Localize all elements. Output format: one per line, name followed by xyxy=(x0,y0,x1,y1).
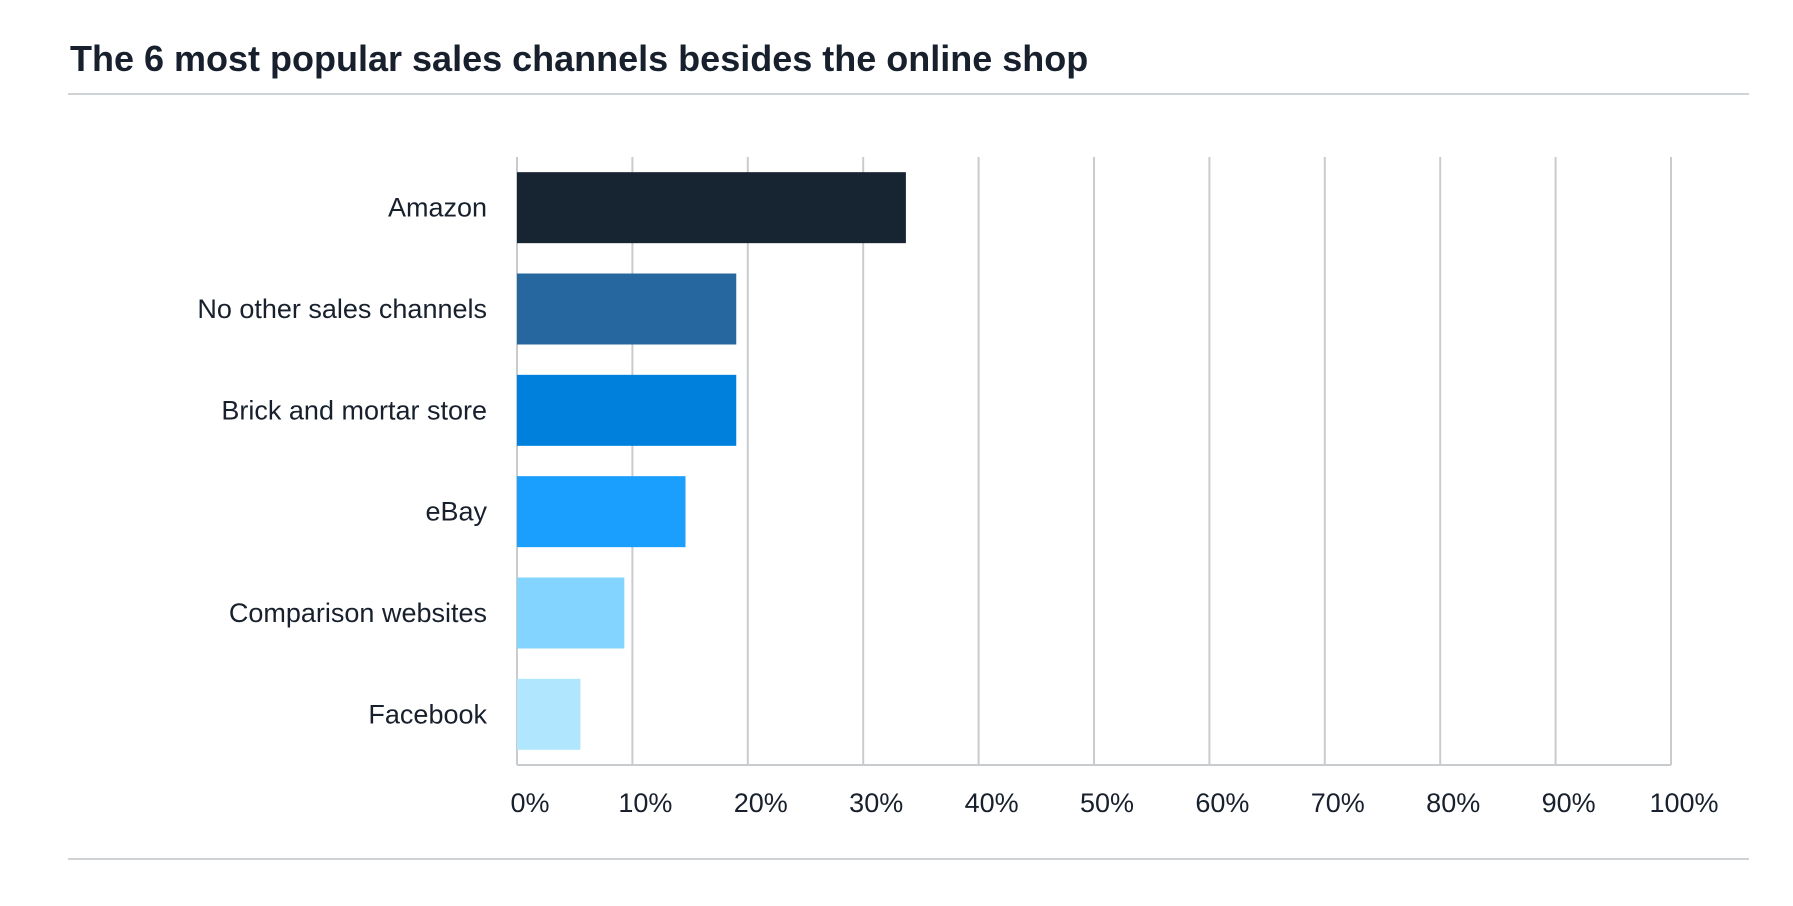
category-label-0: Amazon xyxy=(388,193,487,223)
tick-label-9: 90% xyxy=(1542,788,1596,818)
tick-label-5: 50% xyxy=(1080,788,1134,818)
category-label-1: No other sales channels xyxy=(197,294,487,324)
tick-label-2: 20% xyxy=(734,788,788,818)
gridlines xyxy=(516,157,1672,765)
category-label-4: Comparison websites xyxy=(229,598,487,628)
category-label-2: Brick and mortar store xyxy=(221,395,487,425)
category-labels: Amazon No other sales channels Brick and m… xyxy=(197,193,487,730)
tick-label-0: 0% xyxy=(510,788,549,818)
category-label-5: Facebook xyxy=(368,699,487,729)
tick-label-3: 30% xyxy=(849,788,903,818)
chart-title: The 6 most popular sales channels beside… xyxy=(70,38,1089,79)
bar-0 xyxy=(517,172,906,244)
bars xyxy=(517,172,906,750)
bar-5 xyxy=(517,678,581,750)
tick-label-10: 100% xyxy=(1649,788,1718,818)
bar-2 xyxy=(517,374,737,446)
top-divider xyxy=(68,93,1749,95)
bar-3 xyxy=(517,476,686,548)
tick-label-4: 40% xyxy=(965,788,1019,818)
tick-label-8: 80% xyxy=(1426,788,1480,818)
bar-4 xyxy=(517,577,625,649)
bottom-divider xyxy=(68,858,1749,860)
tick-label-1: 10% xyxy=(618,788,672,818)
tick-label-6: 60% xyxy=(1195,788,1249,818)
bar-1 xyxy=(517,273,737,345)
category-label-3: eBay xyxy=(425,497,487,527)
x-tick-labels: 0% 10% 20% 30% 40% 50% 60% 70% 80% 90% 100% xyxy=(510,788,1718,818)
tick-label-7: 70% xyxy=(1311,788,1365,818)
